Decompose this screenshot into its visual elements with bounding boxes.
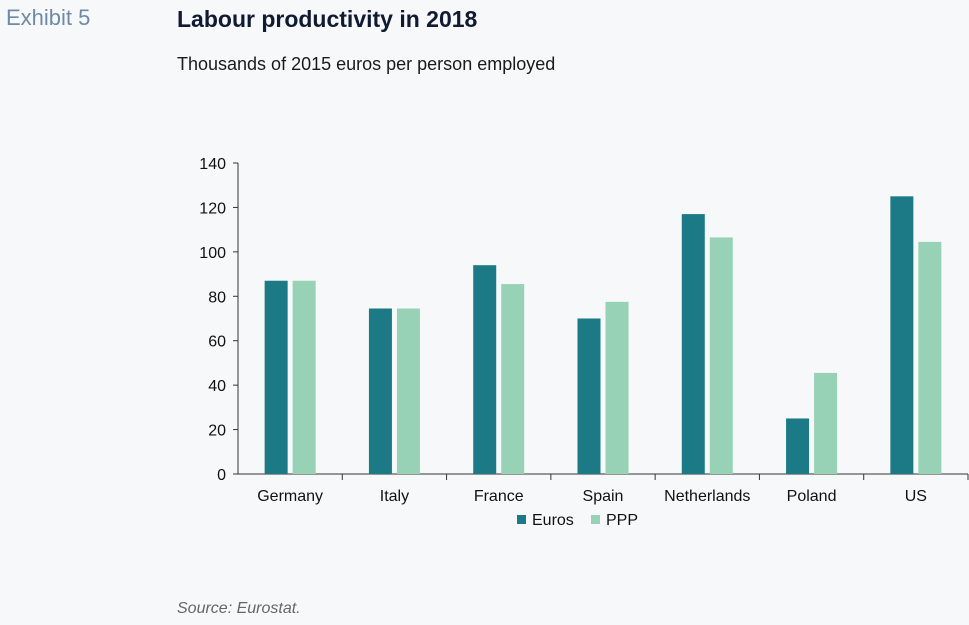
y-tick-label: 80 [208,289,226,306]
bar-ppp-netherlands [709,237,733,474]
chart-title: Labour productivity in 2018 [177,6,478,32]
bar-euros-poland [786,418,810,474]
x-tick-label: Germany [257,488,323,505]
x-tick-label: Spain [583,488,624,505]
bar-euros-france [473,265,497,474]
y-tick-label: 40 [208,378,226,395]
source-note: Source: Eurostat. [177,600,301,617]
x-tick-label: Italy [380,488,409,505]
y-tick-label: 60 [208,334,226,351]
y-tick-label: 20 [208,423,226,440]
bar-ppp-france [501,284,525,474]
y-tick-label: 100 [199,245,226,262]
bar-ppp-italy [396,308,420,474]
legend-swatch-euros [517,515,526,524]
bar-ppp-poland [814,372,838,474]
bar-euros-spain [577,318,601,474]
legend-swatch-ppp [591,515,600,524]
y-tick-label: 0 [217,467,226,484]
legend-label-euros: Euros [532,512,574,529]
exhibit-label: Exhibit 5 [6,5,91,30]
legend-label-ppp: PPP [606,512,638,529]
bar-euros-us [890,196,914,475]
x-tick-label: US [905,488,927,505]
x-tick-label: France [474,488,524,505]
x-tick-label: Poland [787,488,837,505]
y-tick-label: 120 [199,200,226,217]
bar-euros-italy [368,308,392,474]
chart-subtitle: Thousands of 2015 euros per person emplo… [177,54,556,74]
bar-ppp-us [918,241,942,474]
bar-euros-netherlands [681,214,705,475]
x-tick-label: Netherlands [664,488,750,505]
y-tick-label: 140 [199,156,226,173]
bar-euros-germany [264,280,288,474]
bar-ppp-spain [605,301,629,474]
bar-ppp-germany [292,280,316,474]
